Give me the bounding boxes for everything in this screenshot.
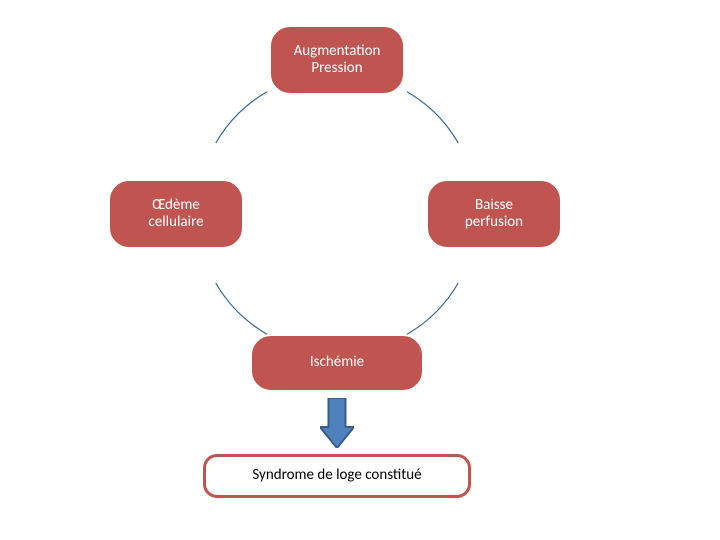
cycle-node-right: Baisseperfusion: [427, 180, 561, 248]
cycle-node-label: Baisseperfusion: [465, 197, 523, 232]
cycle-node-label: Ischémie: [310, 354, 364, 371]
down-arrow-icon: [320, 398, 354, 448]
diagram-stage: AugmentationPression Baisseperfusion Isc…: [0, 0, 720, 540]
cycle-node-label: AugmentationPression: [294, 43, 381, 78]
cycle-node-bottom: Ischémie: [251, 335, 423, 391]
cycle-node-left: Œdèmecellulaire: [109, 180, 243, 248]
outcome-box: Syndrome de loge constitué: [203, 454, 471, 498]
outcome-label: Syndrome de loge constitué: [252, 467, 421, 484]
cycle-node-label: Œdèmecellulaire: [148, 197, 203, 232]
cycle-node-top: AugmentationPression: [270, 26, 404, 94]
